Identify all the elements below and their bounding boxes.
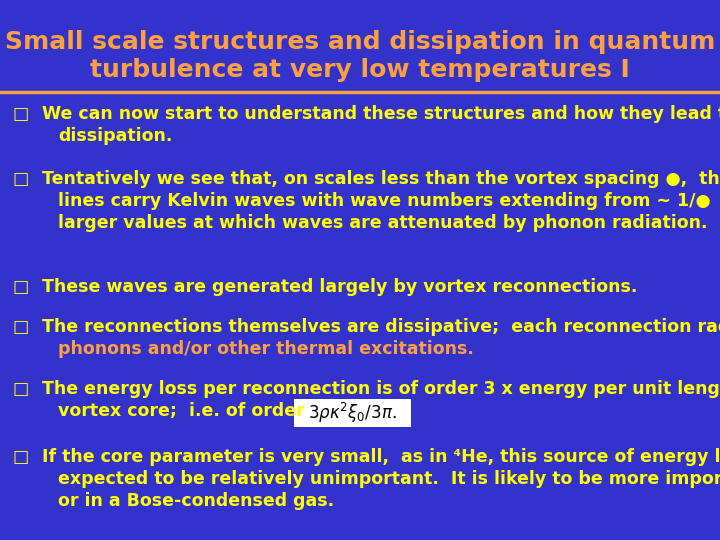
Text: These waves are generated largely by vortex reconnections.: These waves are generated largely by vor… (42, 278, 637, 296)
Text: The reconnections themselves are dissipative;  each reconnection radiates: The reconnections themselves are dissipa… (42, 318, 720, 336)
Text: We can now start to understand these structures and how they lead to: We can now start to understand these str… (42, 105, 720, 123)
Text: vortex core;  i.e. of order: vortex core; i.e. of order (58, 402, 305, 420)
Text: larger values at which waves are attenuated by phonon radiation.: larger values at which waves are attenua… (58, 214, 708, 232)
Text: or in a Bose-condensed gas.: or in a Bose-condensed gas. (58, 492, 334, 510)
Text: turbulence at very low temperatures I: turbulence at very low temperatures I (90, 58, 630, 82)
Text: If the core parameter is very small,  as in ⁴He, this source of energy loss is: If the core parameter is very small, as … (42, 448, 720, 466)
Text: phonons and/or other thermal excitations.: phonons and/or other thermal excitations… (58, 340, 474, 358)
Text: □: □ (12, 278, 28, 296)
FancyBboxPatch shape (294, 399, 411, 427)
Text: $3\rho\kappa^{2}\xi_0/3\pi$.: $3\rho\kappa^{2}\xi_0/3\pi$. (308, 401, 397, 425)
Text: dissipation.: dissipation. (58, 127, 172, 145)
Text: Small scale structures and dissipation in quantum: Small scale structures and dissipation i… (5, 30, 715, 54)
Text: Tentatively we see that, on scales less than the vortex spacing ●,  the vortex: Tentatively we see that, on scales less … (42, 170, 720, 188)
Text: □: □ (12, 318, 28, 336)
Text: □: □ (12, 170, 28, 188)
Text: lines carry Kelvin waves with wave numbers extending from ~ 1/●  to much: lines carry Kelvin waves with wave numbe… (58, 192, 720, 210)
Text: □: □ (12, 380, 28, 398)
Text: □: □ (12, 448, 28, 466)
Text: □: □ (12, 105, 28, 123)
Text: The energy loss per reconnection is of order 3 x energy per unit length of: The energy loss per reconnection is of o… (42, 380, 720, 398)
Text: expected to be relatively unimportant.  It is likely to be more important in ³He: expected to be relatively unimportant. I… (58, 470, 720, 488)
FancyBboxPatch shape (0, 0, 720, 92)
